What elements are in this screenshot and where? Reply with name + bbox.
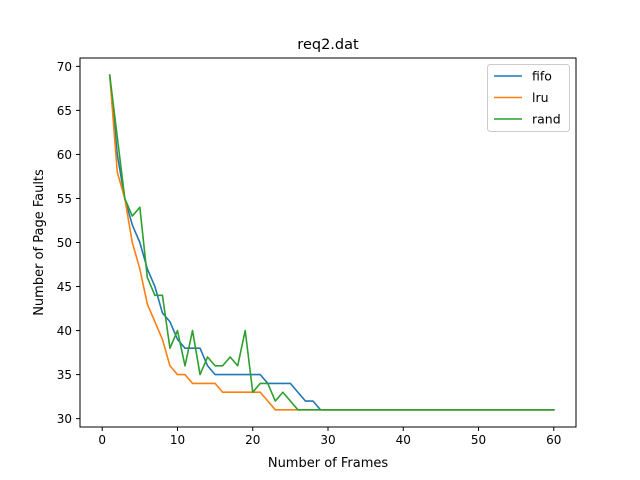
y-axis: 30 35 40 45 50 55 60 65 70 [57, 60, 80, 426]
x-axis: 0 10 20 30 40 50 60 [98, 427, 561, 447]
series-line-rand [108, 74, 555, 411]
plot-lines [108, 74, 555, 411]
x-tick-label: 50 [471, 433, 486, 447]
legend-label-fifo: fifo [532, 69, 552, 84]
y-tick-label: 45 [57, 280, 72, 294]
legend: fifo lru rand [487, 64, 570, 132]
x-tick-label: 0 [98, 433, 106, 447]
legend-box [487, 64, 570, 132]
y-tick-label: 60 [57, 148, 72, 162]
legend-label-lru: lru [532, 90, 549, 105]
y-tick-label: 30 [57, 412, 72, 426]
y-tick-label: 35 [57, 368, 72, 382]
chart-title: req2.dat [297, 37, 359, 53]
y-tick-label: 65 [57, 104, 72, 118]
y-tick-label: 55 [57, 192, 72, 206]
x-axis-label: Number of Frames [268, 456, 389, 471]
legend-label-rand: rand [532, 112, 561, 127]
x-tick-label: 20 [245, 433, 260, 447]
y-tick-label: 50 [57, 236, 72, 250]
x-tick-label: 10 [170, 433, 185, 447]
x-tick-label: 30 [320, 433, 335, 447]
y-tick-label: 70 [57, 60, 72, 74]
y-tick-label: 40 [57, 324, 72, 338]
x-tick-label: 40 [396, 433, 411, 447]
y-axis-label: Number of Page Faults [32, 169, 47, 316]
x-tick-label: 60 [546, 433, 561, 447]
